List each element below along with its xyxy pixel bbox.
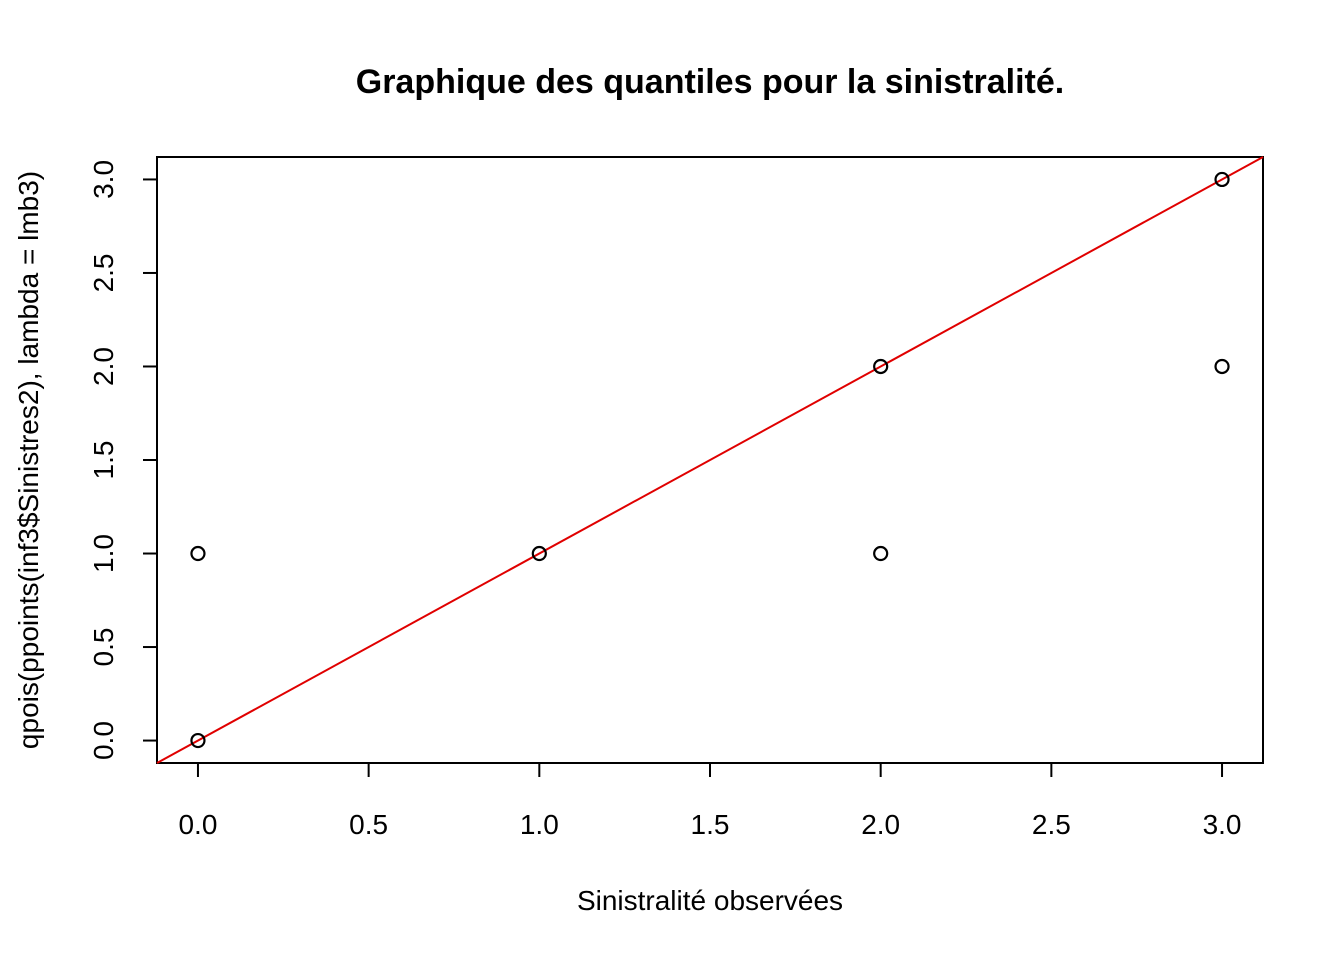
data-point [873, 545, 889, 562]
x-tick-label: 1.5 [691, 809, 730, 840]
x-axis: 0.0 0.5 1.0 1.5 2.0 2.5 3.0 [178, 762, 1242, 840]
y-axis-label: qpois(ppoints(inf3$Sinistres2), lambda =… [13, 171, 44, 749]
x-tick-label: 0.5 [349, 809, 388, 840]
data-point [1214, 171, 1230, 188]
x-axis-label: Sinistralité observées [577, 885, 843, 916]
x-tick-label: 3.0 [1203, 809, 1242, 840]
data-point [873, 358, 889, 375]
x-tick-label: 2.5 [1032, 809, 1071, 840]
y-axis: 0.0 0.5 1.0 1.5 2.0 2.5 3.0 [88, 160, 158, 760]
x-tick-label: 0.0 [178, 809, 217, 840]
data-point [1214, 358, 1230, 375]
y-tick-label: 2.0 [88, 347, 119, 386]
y-tick-label: 0.0 [88, 721, 119, 760]
data-point [531, 545, 547, 562]
x-tick-label: 2.0 [861, 809, 900, 840]
data-point [190, 545, 206, 562]
reference-line-group [156, 156, 1264, 764]
y-tick-label: 0.5 [88, 628, 119, 667]
y-tick-label: 1.5 [88, 441, 119, 480]
x-tick-label: 1.0 [520, 809, 559, 840]
chart-title: Graphique des quantiles pour la sinistra… [356, 63, 1065, 101]
data-point [190, 732, 206, 749]
points-group [190, 171, 1230, 749]
reference-line [156, 156, 1264, 764]
y-tick-label: 1.0 [88, 534, 119, 573]
y-tick-label: 3.0 [88, 160, 119, 199]
y-tick-label: 2.5 [88, 253, 119, 292]
